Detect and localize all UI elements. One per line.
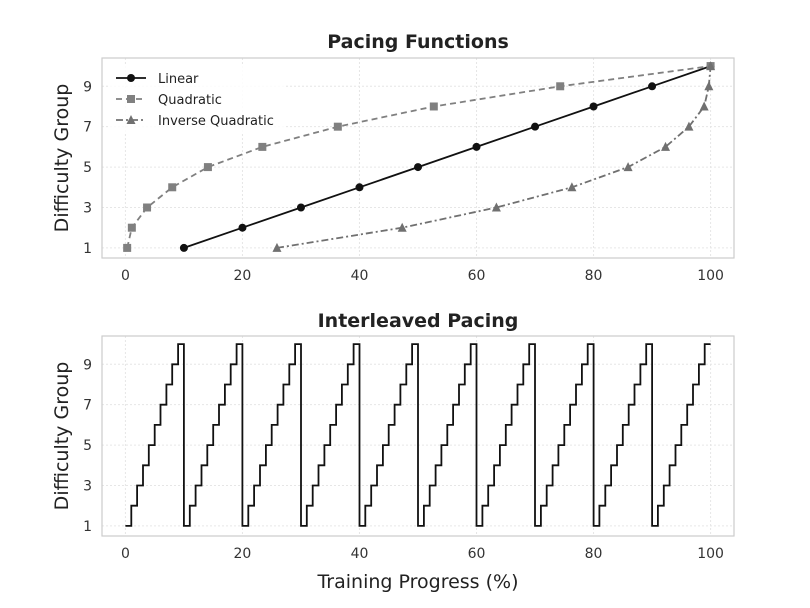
data-point: [414, 163, 422, 172]
data-point: [238, 223, 247, 232]
legend-label: Linear: [158, 72, 199, 87]
chart-title: Interleaved Pacing: [318, 310, 519, 332]
y-tick-label: 5: [83, 160, 92, 176]
data-point: [296, 203, 305, 212]
x-tick-label: 80: [585, 546, 603, 562]
y-tick-labels: 1 3 5 7 9: [83, 357, 92, 535]
data-point: [704, 81, 714, 91]
x-tick-label: 100: [697, 546, 724, 562]
x-tick-label: 20: [234, 268, 252, 284]
series-line: [126, 65, 711, 249]
data-point: [472, 142, 481, 151]
x-tick-label: 60: [468, 268, 486, 284]
data-point: [333, 122, 342, 131]
interleaved-step-line: [125, 343, 711, 527]
data-point: [699, 101, 709, 111]
data-point: [168, 183, 177, 192]
y-tick-label: 7: [83, 398, 92, 414]
y-tick-label: 7: [83, 120, 92, 136]
y-tick-label: 1: [83, 519, 92, 535]
data-point: [661, 141, 671, 151]
legend-label: Inverse Quadratic: [158, 114, 274, 129]
data-point: [567, 182, 577, 192]
data-point: [127, 223, 136, 232]
y-tick-label: 1: [83, 241, 92, 257]
x-tick-labels: 0 20 40 60 80 100: [121, 546, 724, 562]
series-line: [276, 66, 712, 249]
chart-title: Pacing Functions: [327, 31, 509, 53]
legend-marker: [127, 95, 135, 103]
plot-frame: [101, 335, 735, 537]
data-point: [589, 102, 598, 111]
x-tick-label: 0: [121, 546, 130, 562]
series-group: [125, 343, 711, 527]
y-axis-label: Difficulty Group: [51, 84, 73, 233]
y-tick-label: 3: [83, 200, 92, 216]
interleaved-pacing-panel: Interleaved Pacing Difficulty Group 0 20 4…: [51, 310, 735, 593]
data-point: [258, 142, 267, 151]
series-group: [123, 61, 716, 252]
data-point: [491, 202, 501, 212]
x-tick-label: 60: [468, 546, 486, 562]
data-point: [272, 242, 282, 252]
data-point: [556, 82, 565, 91]
data-point: [397, 222, 407, 232]
legend: Linear Quadratic Inverse Quadratic: [110, 64, 286, 134]
x-tick-label: 100: [697, 268, 724, 284]
data-point: [123, 243, 132, 252]
y-tick-label: 9: [83, 357, 92, 373]
data-point: [355, 183, 364, 192]
x-tick-label: 40: [351, 546, 369, 562]
y-axis-label: Difficulty Group: [51, 362, 73, 511]
legend-marker: [126, 115, 136, 124]
x-axis-label: Training Progress (%): [316, 571, 518, 593]
y-tick-label: 5: [83, 438, 92, 454]
series-line: [183, 65, 711, 249]
data-point: [648, 82, 657, 91]
data-point: [429, 102, 438, 111]
data-point: [179, 243, 188, 252]
x-tick-labels: 0 20 40 60 80 100: [121, 268, 724, 284]
y-tick-label: 9: [83, 79, 92, 95]
pacing-functions-panel: Pacing Functions Difficulty Group 0 20 40 6…: [51, 31, 735, 284]
y-tick-label: 3: [83, 478, 92, 494]
data-point: [143, 203, 152, 212]
x-tick-label: 0: [121, 268, 130, 284]
legend-label: Quadratic: [158, 93, 222, 108]
data-point: [706, 61, 716, 71]
data-point: [531, 122, 540, 131]
data-point: [203, 163, 212, 172]
x-tick-label: 20: [234, 546, 252, 562]
y-tick-labels: 1 3 5 7 9: [83, 79, 92, 257]
x-tick-label: 80: [585, 268, 603, 284]
plot-frame: [101, 57, 735, 259]
legend-marker: [127, 74, 135, 82]
data-point: [623, 162, 633, 172]
x-tick-label: 40: [351, 268, 369, 284]
data-point: [684, 121, 694, 131]
